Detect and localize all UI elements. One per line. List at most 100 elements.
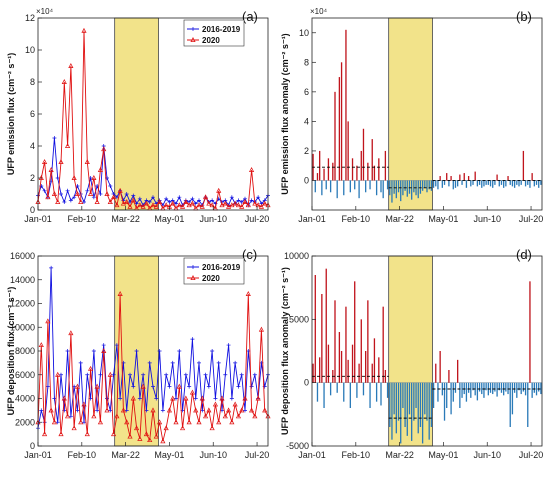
data-point xyxy=(84,431,90,437)
data-point xyxy=(236,384,241,389)
y-tick-label: 5000 xyxy=(289,314,309,324)
data-point xyxy=(140,383,146,389)
data-point xyxy=(114,195,119,200)
bar xyxy=(375,180,378,196)
data-point xyxy=(143,200,150,206)
data-point xyxy=(151,195,155,200)
data-point xyxy=(156,199,163,204)
data-point xyxy=(236,198,241,203)
bar xyxy=(382,180,384,199)
bar xyxy=(316,382,319,402)
bar xyxy=(465,382,468,402)
data-point xyxy=(156,419,163,425)
bar xyxy=(393,180,395,194)
bar xyxy=(520,180,522,185)
data-point xyxy=(197,198,201,203)
data-point xyxy=(74,191,81,196)
y-tick-label: 2000 xyxy=(15,417,35,427)
data-point xyxy=(179,425,186,431)
data-point xyxy=(94,199,100,204)
bar xyxy=(343,382,345,402)
data-point xyxy=(239,407,245,413)
data-point xyxy=(87,191,94,196)
data-point xyxy=(71,425,77,431)
data-point xyxy=(196,419,202,425)
legend-marker xyxy=(190,275,196,280)
bar xyxy=(323,382,325,408)
bar xyxy=(435,363,437,383)
bar xyxy=(351,158,354,181)
bar xyxy=(428,382,430,440)
data-point xyxy=(262,200,268,206)
x-tick-label: Jul-20 xyxy=(245,450,270,460)
data-point xyxy=(143,431,150,437)
x-tick-label: Mar-22 xyxy=(385,214,414,224)
data-point xyxy=(242,199,248,204)
data-point xyxy=(133,425,140,431)
data-point xyxy=(199,395,205,401)
y-multiplier: ×10⁴ xyxy=(36,7,54,16)
y-tick-label: 6 xyxy=(30,109,35,119)
bar xyxy=(531,173,533,181)
data-point xyxy=(197,360,201,365)
bar xyxy=(533,382,535,393)
data-point xyxy=(127,433,133,439)
data-point xyxy=(110,431,117,437)
x-tick-label: Jun-10 xyxy=(199,450,227,460)
bar xyxy=(386,382,389,398)
legend-label: 2020 xyxy=(202,36,220,45)
data-point xyxy=(239,372,244,377)
bar xyxy=(380,382,382,406)
bar xyxy=(340,351,343,383)
y-tick-label: 0 xyxy=(304,175,309,185)
bar xyxy=(338,332,341,383)
y-tick-label: 4 xyxy=(304,116,309,126)
bar xyxy=(362,128,365,181)
data-point xyxy=(78,199,84,204)
data-point xyxy=(104,191,110,196)
data-point xyxy=(130,395,136,401)
bar xyxy=(478,180,481,185)
data-point xyxy=(186,419,192,425)
bar xyxy=(459,174,461,181)
bar xyxy=(395,180,397,199)
data-point xyxy=(59,372,63,377)
bar xyxy=(443,382,446,421)
data-point xyxy=(203,372,208,377)
data-point xyxy=(206,407,212,413)
bar xyxy=(336,180,338,199)
legend-marker xyxy=(190,37,196,42)
data-point xyxy=(206,384,211,389)
data-point xyxy=(107,199,113,204)
data-point xyxy=(163,425,169,431)
x-tick-label: Mar-22 xyxy=(385,450,414,460)
bar xyxy=(404,382,406,427)
bar xyxy=(382,306,384,383)
bar xyxy=(494,382,496,392)
data-point xyxy=(252,372,257,377)
bar xyxy=(397,180,400,193)
shaded-span xyxy=(388,17,433,211)
bar xyxy=(400,180,402,202)
data-point xyxy=(134,201,139,206)
data-point xyxy=(219,395,225,401)
bar xyxy=(393,382,395,415)
data-point xyxy=(65,188,70,193)
bar xyxy=(314,275,316,383)
legend-marker xyxy=(191,265,195,269)
bar xyxy=(527,180,529,185)
data-point xyxy=(72,195,77,200)
data-point xyxy=(166,407,173,413)
bar xyxy=(369,382,371,408)
bar xyxy=(472,382,474,391)
data-point xyxy=(61,395,67,401)
bar xyxy=(439,351,441,383)
bar xyxy=(378,357,380,383)
data-point xyxy=(243,408,247,413)
data-point xyxy=(51,191,58,196)
bar xyxy=(540,382,542,395)
bar xyxy=(476,382,479,401)
data-point xyxy=(108,184,113,188)
bar xyxy=(402,382,404,408)
bar xyxy=(391,180,393,203)
